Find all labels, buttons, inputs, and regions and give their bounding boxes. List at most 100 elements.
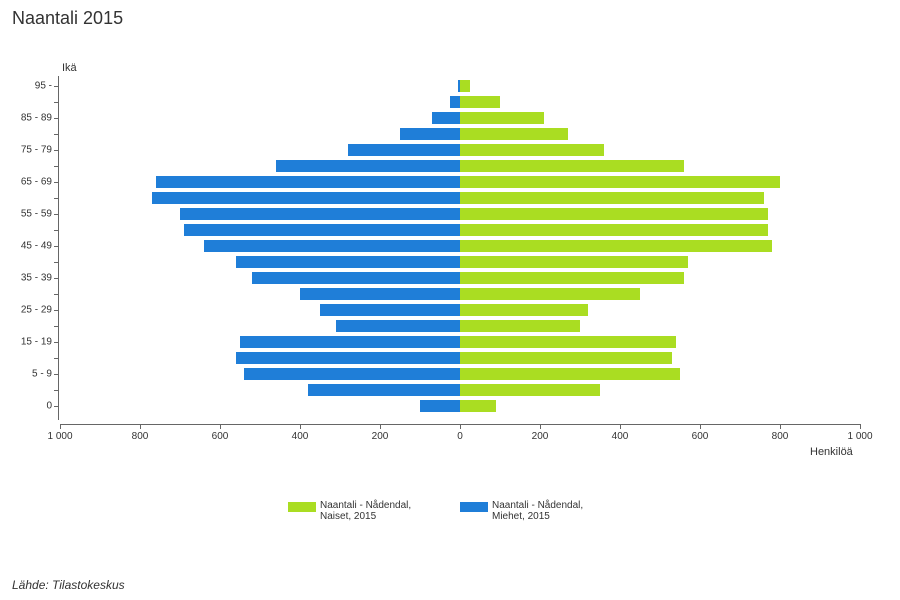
x-tick — [60, 424, 61, 429]
y-tick-label: 5 - 9 — [2, 369, 52, 380]
bar-miehet — [236, 352, 460, 364]
x-tick-label: 0 — [457, 431, 463, 442]
x-tick-label: 600 — [212, 431, 229, 442]
x-tick-label: 200 — [532, 431, 549, 442]
bar-miehet — [400, 128, 460, 140]
x-tick — [860, 424, 861, 429]
source-citation: Lähde: Tilastokeskus — [12, 578, 125, 592]
y-tick — [54, 86, 59, 87]
bar-miehet — [156, 176, 460, 188]
bar-miehet — [252, 272, 460, 284]
y-tick — [54, 246, 59, 247]
y-tick-label: 25 - 29 — [2, 305, 52, 316]
bar-naiset — [460, 96, 500, 108]
x-tick — [300, 424, 301, 429]
y-tick — [54, 102, 59, 103]
legend-item: Naantali - Nådendal, Miehet, 2015 — [460, 500, 612, 522]
y-tick-label: 15 - 19 — [2, 337, 52, 348]
bar-naiset — [460, 160, 684, 172]
chart-plot-area: 1 00080060040020002004006008001 00095 -8… — [60, 60, 860, 440]
legend: Naantali - Nådendal, Naiset, 2015 Naantal… — [0, 500, 900, 522]
bar-miehet — [236, 256, 460, 268]
y-tick-label: 55 - 59 — [2, 209, 52, 220]
bar-naiset — [460, 192, 764, 204]
x-tick — [700, 424, 701, 429]
bar-miehet — [336, 320, 460, 332]
legend-swatch — [460, 502, 488, 512]
y-tick-label: 45 - 49 — [2, 241, 52, 252]
y-tick — [54, 230, 59, 231]
bar-naiset — [460, 384, 600, 396]
y-tick — [54, 406, 59, 407]
x-tick-label: 400 — [292, 431, 309, 442]
x-tick — [780, 424, 781, 429]
y-tick — [54, 198, 59, 199]
bar-miehet — [348, 144, 460, 156]
bar-miehet — [300, 288, 460, 300]
bar-miehet — [420, 400, 460, 412]
y-tick-label: 35 - 39 — [2, 273, 52, 284]
y-tick-label: 85 - 89 — [2, 113, 52, 124]
legend-swatch — [288, 502, 316, 512]
bar-naiset — [460, 336, 676, 348]
x-tick — [380, 424, 381, 429]
y-tick — [54, 182, 59, 183]
bar-naiset — [460, 288, 640, 300]
x-tick-label: 800 — [132, 431, 149, 442]
y-tick — [54, 310, 59, 311]
bar-miehet — [240, 336, 460, 348]
bar-miehet — [450, 96, 460, 108]
y-tick — [54, 278, 59, 279]
x-tick-label: 800 — [772, 431, 789, 442]
y-tick — [54, 118, 59, 119]
bar-naiset — [460, 240, 772, 252]
x-tick — [460, 424, 461, 429]
bar-naiset — [460, 208, 768, 220]
y-tick — [54, 358, 59, 359]
bar-miehet — [320, 304, 460, 316]
bar-miehet — [184, 224, 460, 236]
bar-naiset — [460, 176, 780, 188]
y-tick-label: 0 — [2, 401, 52, 412]
y-tick — [54, 166, 59, 167]
legend-label: Naantali - Nådendal, Naiset, 2015 — [320, 500, 440, 522]
bar-miehet — [204, 240, 460, 252]
x-axis-title: Henkilöä — [810, 446, 853, 458]
bar-naiset — [460, 400, 496, 412]
bar-naiset — [460, 352, 672, 364]
y-axis-line — [58, 76, 59, 420]
bar-naiset — [460, 144, 604, 156]
chart-title: Naantali 2015 — [0, 0, 900, 29]
y-tick — [54, 374, 59, 375]
y-tick — [54, 342, 59, 343]
x-tick-label: 1 000 — [47, 431, 72, 442]
bar-naiset — [460, 272, 684, 284]
legend-label: Naantali - Nådendal, Miehet, 2015 — [492, 500, 612, 522]
x-tick-label: 600 — [692, 431, 709, 442]
y-tick-label: 95 - — [2, 81, 52, 92]
y-tick — [54, 390, 59, 391]
x-tick-label: 400 — [612, 431, 629, 442]
y-tick — [54, 326, 59, 327]
legend-item: Naantali - Nådendal, Naiset, 2015 — [288, 500, 440, 522]
bar-naiset — [460, 80, 470, 92]
y-tick — [54, 150, 59, 151]
x-tick-label: 1 000 — [847, 431, 872, 442]
x-tick-label: 200 — [372, 431, 389, 442]
x-tick — [140, 424, 141, 429]
bar-miehet — [308, 384, 460, 396]
bar-naiset — [460, 304, 588, 316]
y-tick — [54, 134, 59, 135]
x-tick — [620, 424, 621, 429]
bar-naiset — [460, 128, 568, 140]
y-tick-label: 65 - 69 — [2, 177, 52, 188]
y-tick — [54, 294, 59, 295]
bar-miehet — [432, 112, 460, 124]
y-axis-title: Ikä — [62, 62, 77, 74]
bar-naiset — [460, 112, 544, 124]
x-tick — [540, 424, 541, 429]
bar-naiset — [460, 368, 680, 380]
bar-naiset — [460, 256, 688, 268]
bar-miehet — [180, 208, 460, 220]
bar-naiset — [460, 224, 768, 236]
